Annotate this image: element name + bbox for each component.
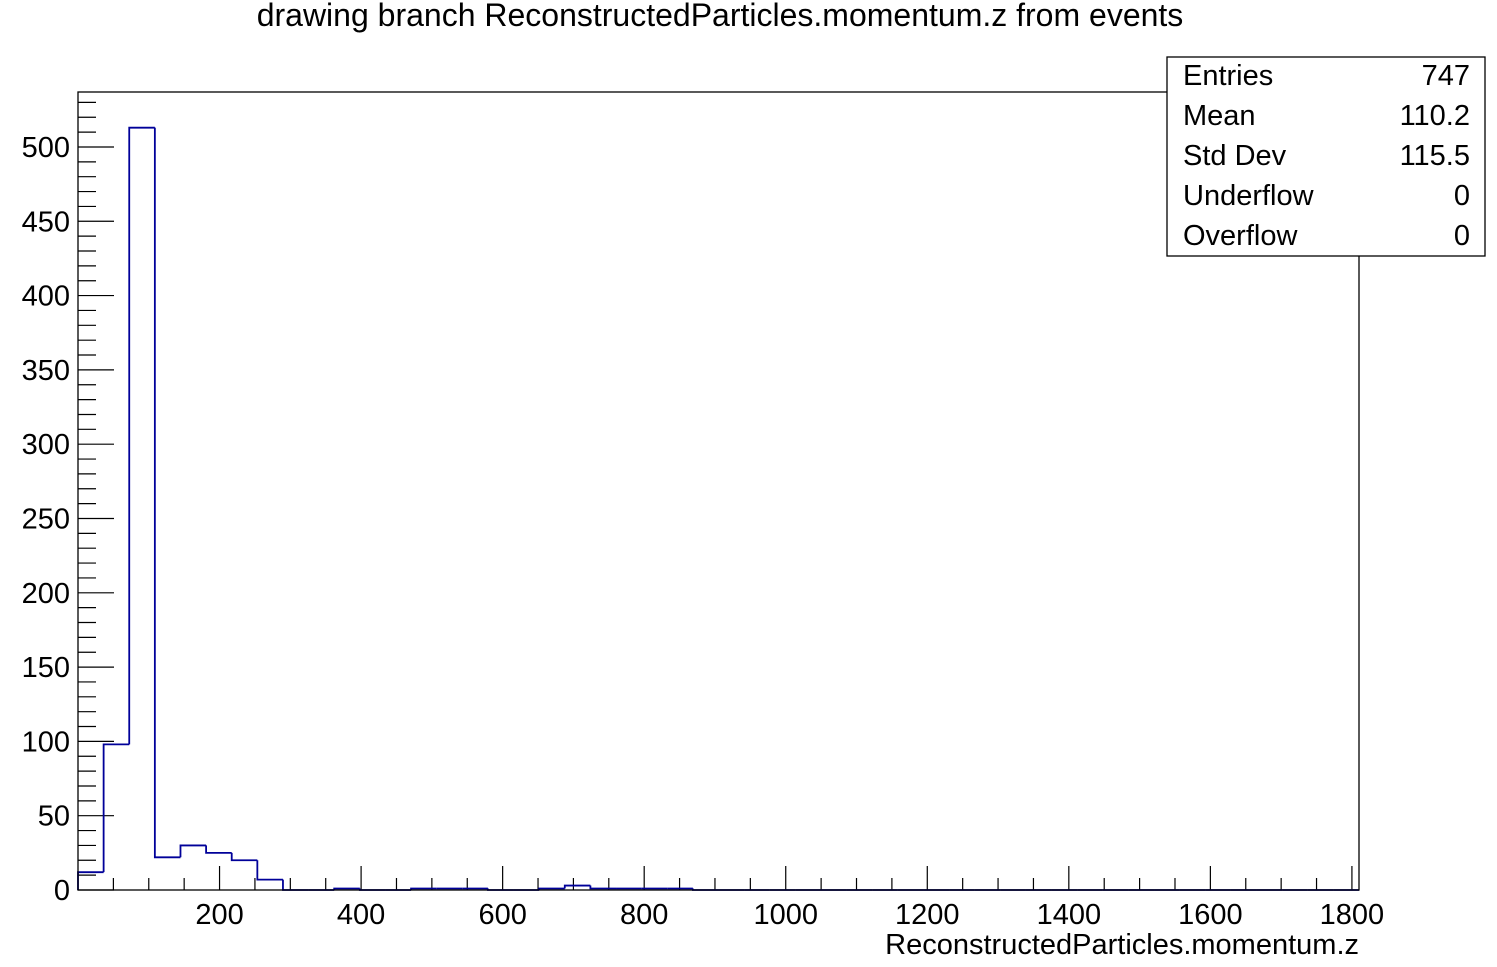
- histogram-bin: [563, 884, 591, 889]
- y-tick-label: 300: [22, 429, 70, 461]
- x-tick-label: 1000: [753, 899, 818, 931]
- y-tick-label: 150: [22, 652, 70, 684]
- stats-box: Entries 747 Mean 110.2 Std Dev 115.5 Underflow…: [1166, 56, 1486, 257]
- axes-layer: 0 50 100 150 200 250 300 350 400 450 500 200 400 600 8…: [22, 101, 1385, 931]
- stats-box-frame: [1166, 56, 1486, 257]
- stats-value: 0: [1454, 220, 1470, 252]
- x-axis-title: ReconstructedParticles.momentum.z: [885, 929, 1359, 961]
- histogram-bin: [589, 885, 617, 890]
- x-tick-label: 1200: [895, 899, 960, 931]
- histogram-bin: [153, 127, 181, 859]
- stats-value: 747: [1422, 60, 1470, 92]
- stats-label: Entries: [1183, 60, 1273, 92]
- y-tick-label: 50: [38, 801, 70, 833]
- stats-value: 115.5: [1400, 140, 1470, 172]
- histogram-bin: [128, 126, 155, 745]
- x-tick-label: 200: [195, 899, 243, 931]
- x-tick-label: 1400: [1037, 899, 1102, 931]
- x-tick-label: 1600: [1178, 899, 1243, 931]
- histogram-bin: [102, 743, 130, 873]
- y-tick-label: 200: [22, 578, 70, 610]
- plot-frame: [77, 91, 1360, 891]
- x-tick-label: 1800: [1320, 899, 1385, 931]
- stats-value: 0: [1454, 180, 1470, 212]
- x-tick-label: 600: [478, 899, 526, 931]
- stats-label: Underflow: [1183, 180, 1315, 212]
- y-tick-label: 450: [22, 206, 70, 238]
- stats-label: Mean: [1183, 100, 1256, 132]
- histogram-bin: [179, 844, 207, 858]
- x-tick-label: 400: [337, 899, 385, 931]
- histogram-bin: [230, 852, 258, 862]
- y-tick-label: 350: [22, 355, 70, 387]
- y-tick-label: 500: [22, 132, 70, 164]
- y-tick-label: 0: [54, 875, 70, 907]
- stats-label: Overflow: [1183, 220, 1298, 252]
- y-tick-label: 250: [22, 503, 70, 535]
- histogram-bin: [205, 845, 232, 854]
- stats-label: Std Dev: [1183, 140, 1287, 172]
- y-tick-label: 100: [22, 726, 70, 758]
- y-tick-label: 400: [22, 281, 70, 313]
- chart-title: drawing branch ReconstructedParticles.mo…: [257, 0, 1184, 33]
- histogram-bin: [282, 879, 309, 891]
- x-tick-label: 800: [620, 899, 668, 931]
- histogram-bin: [256, 860, 283, 881]
- stats-value: 110.2: [1400, 100, 1470, 132]
